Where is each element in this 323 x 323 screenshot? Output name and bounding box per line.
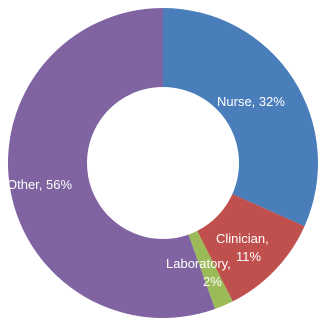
slices-group: [8, 8, 319, 318]
label-laboratory: Laboratory,: [166, 256, 231, 271]
slice-nurse: [163, 8, 319, 227]
label-other: Other, 56%: [7, 177, 72, 192]
label-laboratory-pct: 2%: [203, 274, 222, 289]
label-clinician: Clinician,: [216, 231, 269, 246]
slice-other: [8, 8, 216, 318]
label-clinician-pct: 11%: [236, 249, 261, 264]
slice-clinician: [197, 193, 305, 302]
label-nurse: Nurse, 32%: [217, 94, 285, 109]
slice-laboratory: [188, 230, 233, 310]
